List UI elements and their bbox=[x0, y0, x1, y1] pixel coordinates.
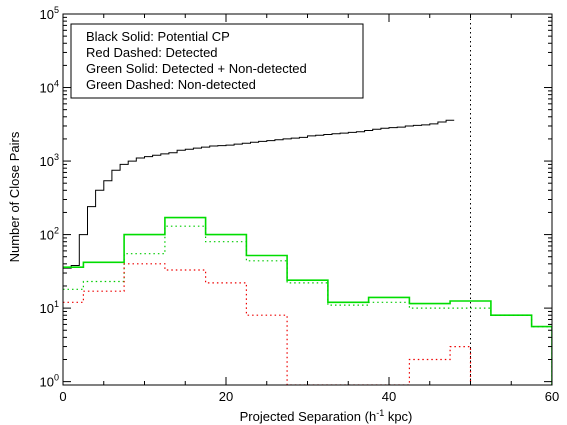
y-tick-label: 104 bbox=[40, 79, 59, 96]
x-tick-label: 40 bbox=[382, 389, 396, 404]
series-layer bbox=[63, 119, 552, 385]
series-line-2 bbox=[63, 225, 552, 385]
x-tick-label: 0 bbox=[59, 389, 66, 404]
y-tick-label: 105 bbox=[40, 5, 59, 22]
y-axis-title: Number of Close Pairs bbox=[7, 131, 22, 262]
series-line-0 bbox=[63, 119, 455, 269]
x-axis-title: Projected Separation (h-1 kpc) bbox=[240, 408, 413, 424]
legend-entry-black-solid: Black Solid: Potential CP bbox=[86, 29, 230, 44]
legend-entry-green-solid: Green Solid: Detected + Non-detected bbox=[86, 61, 307, 76]
legend-entry-red-dashed: Red Dashed: Detected bbox=[86, 45, 218, 60]
y-tick-label: 100 bbox=[40, 373, 59, 390]
axes-layer: 0 20 40 60 100 101 102 103 104 105 bbox=[40, 5, 560, 404]
series-line-1 bbox=[63, 216, 552, 385]
series-line-3 bbox=[63, 263, 472, 385]
y-tick-label: 102 bbox=[40, 226, 59, 243]
x-tick-label: 60 bbox=[545, 389, 559, 404]
x-tick-label: 20 bbox=[219, 389, 233, 404]
y-tick-label: 103 bbox=[40, 152, 59, 169]
legend: Black Solid: Potential CP Red Dashed: De… bbox=[70, 23, 364, 99]
legend-box bbox=[70, 23, 364, 99]
legend-entry-green-dashed: Green Dashed: Non-detected bbox=[86, 77, 256, 92]
y-tick-label: 101 bbox=[40, 299, 59, 316]
